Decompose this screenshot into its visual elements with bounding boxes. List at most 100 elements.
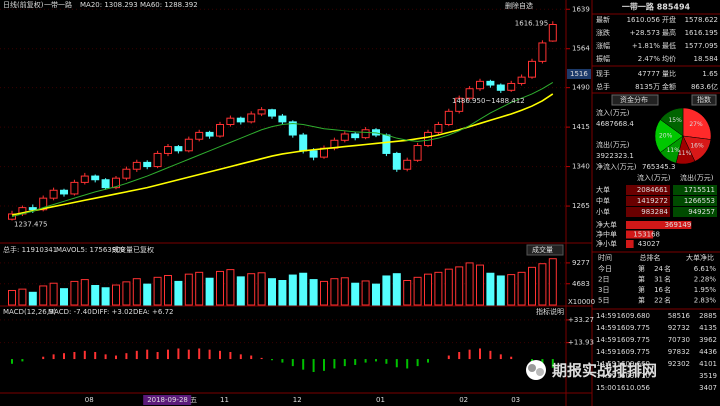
x-tick-label: 08 bbox=[85, 396, 94, 404]
candle-body bbox=[216, 123, 224, 137]
rank-suffix: 名 bbox=[664, 285, 671, 294]
fund-button[interactable]: 资金分布 bbox=[620, 95, 648, 104]
tick-count: 3962 bbox=[699, 336, 717, 344]
tick-time: 14:59 bbox=[596, 336, 616, 344]
volume-bar bbox=[288, 274, 297, 306]
volume-bar bbox=[320, 280, 328, 306]
volume-dropdown-box[interactable] bbox=[526, 244, 564, 256]
y-tick-label: 1415 bbox=[572, 123, 590, 131]
pie-label: 11% bbox=[678, 150, 692, 157]
y-tick-label: 1490 bbox=[572, 84, 590, 92]
ma20-line bbox=[11, 81, 554, 218]
x-tick-label: 03 bbox=[511, 396, 520, 404]
tick-time: 14:59 bbox=[596, 348, 616, 356]
tick-price: 1609.710 bbox=[617, 372, 650, 380]
tick-time: 14:59 bbox=[596, 372, 616, 380]
rank-ratio: 1.95% bbox=[694, 286, 717, 294]
tick-price: 1609.775 bbox=[617, 324, 650, 332]
tick-volume: 92732 bbox=[668, 324, 690, 332]
volume-bar bbox=[309, 279, 318, 306]
volume-bar bbox=[528, 266, 536, 306]
candle-body bbox=[132, 161, 141, 170]
flow-in: 2084661 bbox=[637, 186, 668, 194]
y-tick-label: 1564 bbox=[572, 45, 590, 53]
volume-bar bbox=[28, 291, 37, 306]
flow-row-label: 中单 bbox=[596, 196, 610, 205]
volume-bar bbox=[476, 264, 484, 306]
index-button-box[interactable] bbox=[691, 94, 717, 106]
tick-price: 1609.775 bbox=[617, 348, 650, 356]
quote-value: 18.584 bbox=[694, 55, 719, 63]
volume-bar bbox=[330, 278, 339, 306]
candle-body bbox=[257, 109, 266, 115]
rank-ratio: 2.28% bbox=[694, 276, 717, 284]
volume-bar bbox=[361, 280, 370, 306]
candle-body bbox=[195, 131, 204, 140]
range-annotation: 1486.950~1488.412 bbox=[452, 97, 525, 105]
flow-row-label: 大单 bbox=[596, 185, 610, 194]
volume-bar bbox=[49, 282, 58, 306]
candle-body bbox=[548, 23, 557, 42]
volume-bar bbox=[403, 280, 412, 306]
fund-button-box[interactable] bbox=[611, 94, 659, 106]
volume-bar bbox=[132, 278, 141, 306]
quote-label: 涨幅 bbox=[596, 41, 610, 50]
volume-bar bbox=[434, 271, 443, 306]
ma60-label: MA60: 1288.392 bbox=[140, 1, 198, 9]
tick-volume: 97832 bbox=[668, 348, 690, 356]
candle-body bbox=[403, 159, 412, 170]
y-tick-label: 1340 bbox=[572, 163, 590, 171]
watermark-text: 期报实战排排网 bbox=[552, 362, 657, 380]
rank-number: 22 bbox=[654, 297, 663, 305]
outflow-label: 流出(万元) bbox=[596, 140, 630, 149]
quote-label: 涨跌 bbox=[596, 28, 610, 37]
tick-count: 3519 bbox=[699, 372, 717, 380]
macd-tick-label: +13.93 bbox=[568, 339, 594, 347]
candle-body bbox=[268, 109, 276, 117]
candle-body bbox=[143, 161, 152, 168]
current-marker-label: 1516 bbox=[570, 70, 588, 78]
candle-body bbox=[101, 179, 110, 189]
net-value: 765345.3 bbox=[642, 163, 675, 171]
index-button[interactable]: 指数 bbox=[697, 95, 711, 104]
volume-bar bbox=[517, 271, 526, 306]
candle-body bbox=[517, 76, 526, 84]
x-tick-label: 11 bbox=[220, 396, 229, 404]
volume-bar bbox=[257, 272, 266, 306]
quote-value: 1578.622 bbox=[685, 16, 718, 24]
rank-prefix: 第 bbox=[638, 285, 645, 294]
candle-body bbox=[39, 197, 48, 211]
tick-count: 2885 bbox=[699, 312, 717, 320]
net-row-label: 净大单 bbox=[596, 220, 617, 229]
volume-bar bbox=[153, 276, 162, 306]
volume-tick-label: 4683 bbox=[572, 280, 590, 288]
volume-bar bbox=[122, 281, 131, 306]
macd-help[interactable]: 指标说明 bbox=[536, 307, 564, 316]
rank-prefix: 第 bbox=[638, 275, 645, 284]
volume-bar bbox=[413, 276, 422, 306]
remove-button[interactable]: 删除自选 bbox=[505, 1, 533, 10]
candle-body bbox=[122, 168, 131, 179]
candle-body bbox=[413, 145, 422, 161]
rank-period: 2日 bbox=[598, 276, 609, 284]
volume-bar bbox=[392, 273, 401, 306]
volume-dropdown[interactable]: 成交量 bbox=[532, 245, 553, 254]
symbol-name: 一带一路 bbox=[44, 0, 72, 9]
flow-in-cell bbox=[626, 196, 670, 206]
x-tick-label: 2018-09-28 五 bbox=[147, 396, 197, 404]
quote-value: 1610.056 bbox=[627, 16, 661, 24]
candle-body bbox=[236, 117, 245, 123]
x-tick-label: 02 bbox=[459, 396, 468, 404]
macd-label: MACD: -7.40 bbox=[48, 308, 92, 316]
volume-bar bbox=[80, 279, 89, 306]
tick-count: 3407 bbox=[699, 384, 717, 392]
pie-slice bbox=[659, 107, 684, 137]
flow-row-label: 小单 bbox=[596, 207, 610, 216]
volume-bar bbox=[538, 263, 547, 306]
volume-bar bbox=[39, 285, 48, 306]
net-row-label: 净小单 bbox=[596, 239, 617, 248]
volume-bar bbox=[455, 266, 464, 306]
candle-body bbox=[184, 138, 193, 152]
